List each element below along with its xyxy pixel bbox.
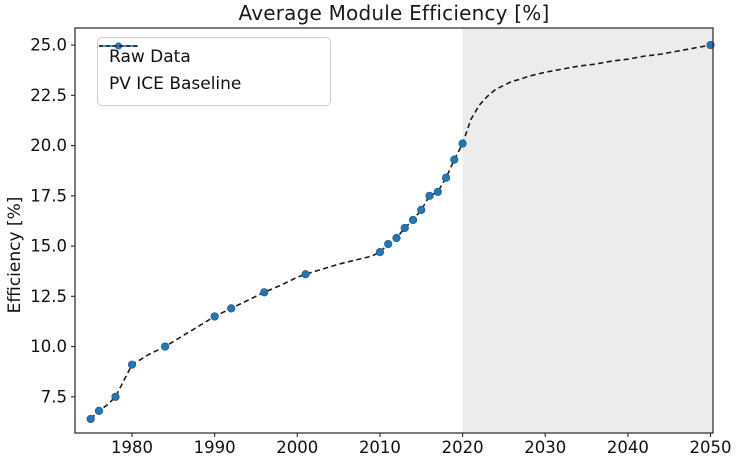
x-tick-label: 2000	[276, 438, 318, 457]
raw-data-point	[417, 205, 426, 214]
future-projection-shade	[462, 28, 713, 433]
y-tick-label: 22.5	[30, 86, 67, 105]
y-tick-label: 20.0	[30, 136, 67, 155]
raw-data-point	[441, 173, 451, 182]
legend-item-raw-data: Raw Data	[98, 42, 330, 71]
raw-data-point	[260, 288, 269, 297]
raw-data-point	[301, 270, 310, 279]
raw-data-legend-sample-icon	[99, 42, 138, 50]
raw-data-point	[384, 239, 393, 249]
legend: Raw Data PV ICE Baseline	[97, 37, 331, 106]
raw-data-point	[400, 223, 409, 233]
raw-data-point	[425, 191, 434, 200]
raw-data-point	[160, 342, 170, 351]
y-tick-label: 7.5	[41, 387, 67, 406]
raw-data-point	[433, 187, 442, 196]
y-tick-label: 15.0	[30, 237, 67, 256]
legend-item-pv-ice-baseline: PV ICE Baseline	[98, 45, 330, 98]
y-tick-label: 12.5	[30, 287, 67, 306]
raw-data-point	[458, 139, 467, 148]
y-axis-label: Efficiency [%]	[5, 196, 25, 314]
raw-data-point	[86, 414, 95, 424]
raw-data-point	[111, 392, 120, 401]
raw-data-point	[450, 155, 459, 164]
raw-data-point	[94, 406, 104, 415]
legend-label-pv-ice-baseline: PV ICE Baseline	[109, 74, 242, 94]
y-tick-label: 25.0	[30, 36, 67, 55]
y-tick-label: 10.0	[30, 337, 67, 356]
x-tick-label: 1980	[111, 438, 153, 457]
baseline-legend-sample-icon	[99, 45, 138, 47]
legend-label-raw-data: Raw Data	[109, 47, 191, 67]
plot-border	[74, 27, 714, 434]
raw-data-point	[210, 312, 219, 321]
chart-title: Average Module Efficiency [%]	[238, 1, 550, 25]
y-tick-label: 17.5	[30, 186, 67, 205]
raw-data-point	[408, 215, 418, 225]
x-tick-label: 2040	[607, 438, 649, 457]
x-tick-label: 2010	[359, 438, 401, 457]
raw-data-point	[392, 233, 401, 243]
raw-data-point	[227, 304, 236, 313]
x-tick-label: 1990	[194, 438, 236, 457]
x-tick-label: 2030	[524, 438, 566, 457]
x-tick-label: 2020	[442, 438, 484, 457]
raw-data-point	[127, 360, 137, 369]
raw-data-point	[375, 248, 385, 257]
x-tick-label: 2050	[690, 438, 732, 457]
